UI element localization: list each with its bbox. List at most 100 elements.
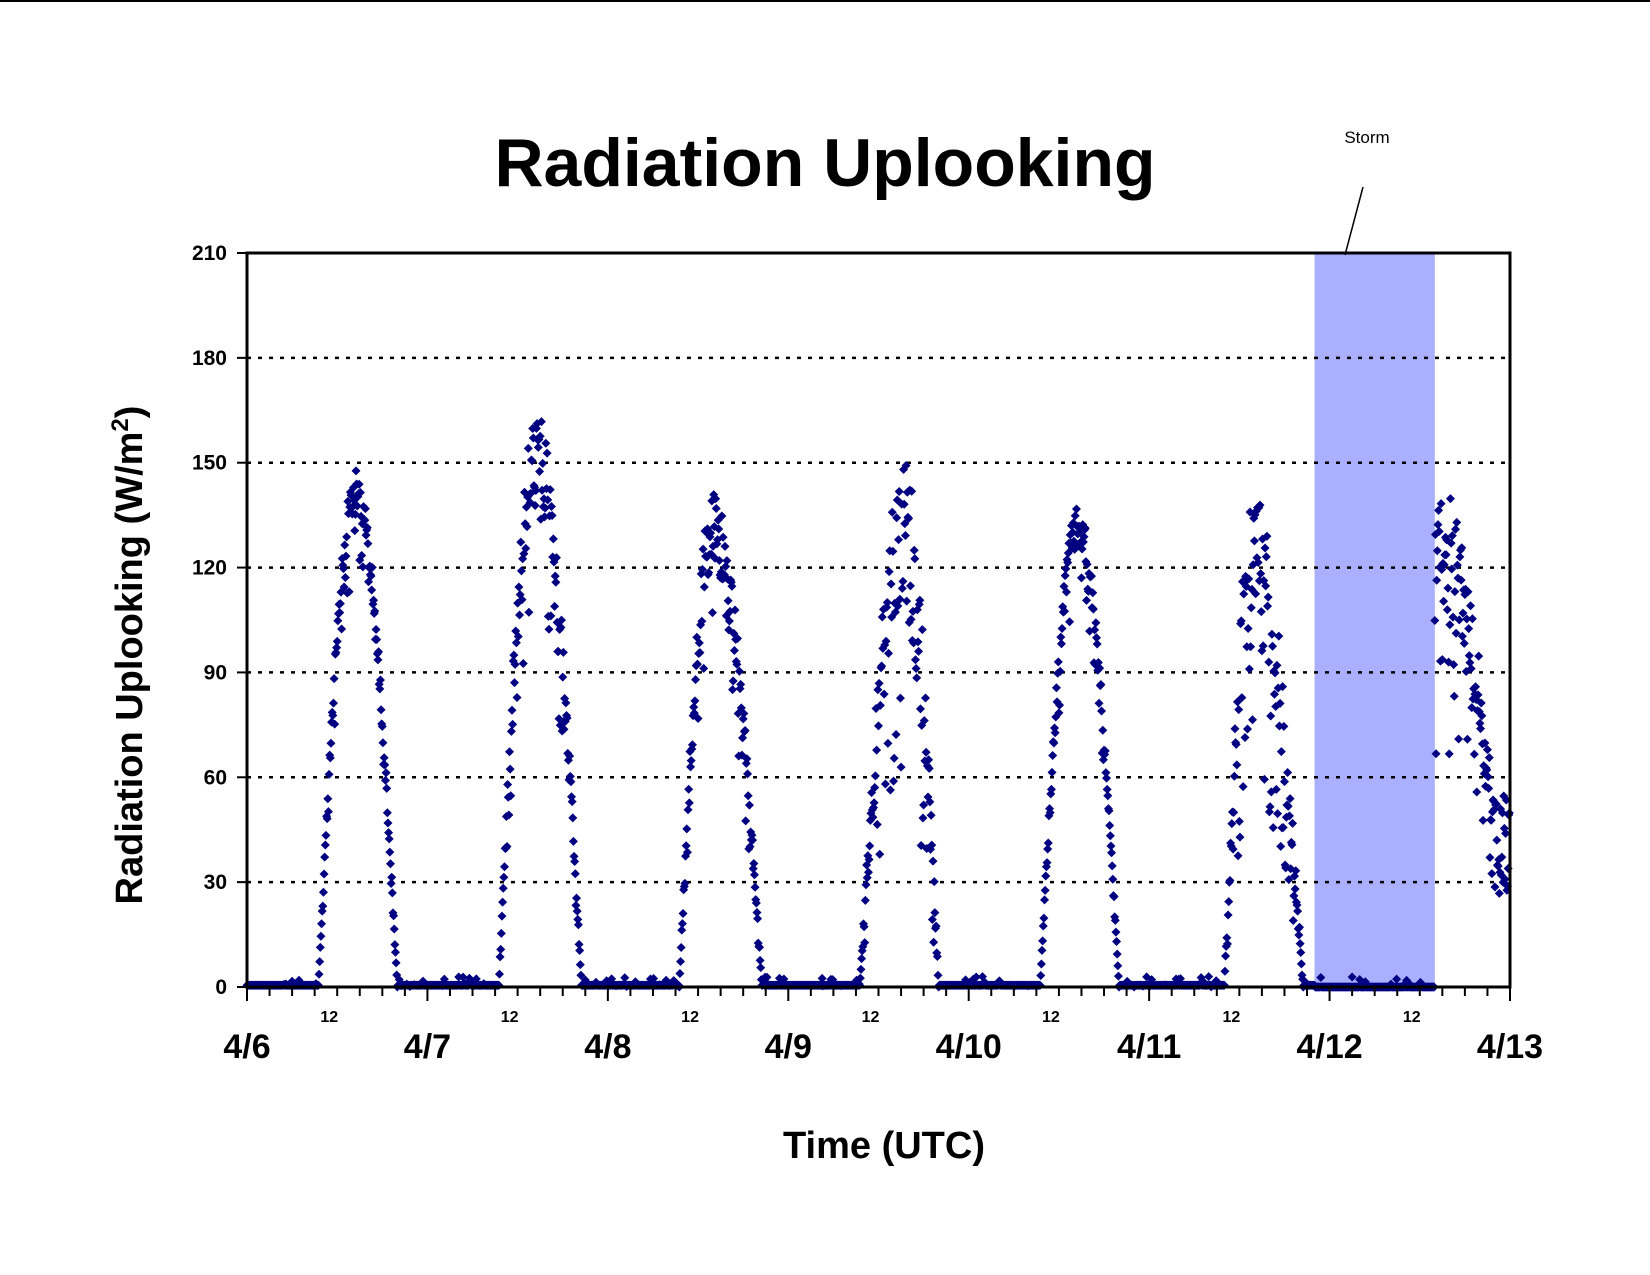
data-point (861, 880, 871, 890)
data-point (1487, 869, 1497, 879)
data-point (1296, 947, 1306, 957)
data-point (377, 721, 387, 731)
data-point (860, 895, 870, 905)
data-point (527, 456, 537, 466)
data-point (338, 564, 348, 574)
data-point (1442, 605, 1452, 615)
data-point (907, 486, 917, 496)
data-point (538, 458, 548, 468)
data-point (874, 721, 883, 731)
data-point (1043, 844, 1053, 854)
data-point (1225, 876, 1235, 886)
data-point (1291, 866, 1301, 876)
data-point (332, 643, 342, 653)
data-point (390, 940, 400, 950)
data-point (504, 747, 514, 757)
data-point (558, 672, 568, 682)
data-point (570, 856, 580, 866)
data-point (736, 679, 746, 689)
data-point (727, 581, 737, 591)
data-point (574, 939, 584, 949)
data-point (1457, 631, 1467, 641)
data-point (389, 911, 399, 921)
data-point (391, 958, 401, 968)
storm-leader-line (1344, 186, 1364, 256)
data-point (1061, 587, 1071, 597)
data-point (328, 710, 338, 720)
data-point (559, 724, 569, 734)
data-point (692, 659, 702, 669)
data-point (676, 957, 686, 967)
data-point (1101, 768, 1111, 778)
data-point (1441, 550, 1451, 560)
data-point (870, 771, 880, 781)
data-point (724, 616, 734, 626)
gridlines (247, 356, 1510, 884)
data-point (1476, 698, 1486, 708)
data-point (1071, 504, 1081, 514)
data-point (694, 638, 704, 648)
data-point (1112, 949, 1122, 959)
data-point (686, 762, 696, 772)
data-point (342, 532, 352, 542)
data-point (1090, 625, 1100, 635)
data-point (928, 856, 938, 866)
data-point (883, 738, 893, 748)
data-point (367, 585, 377, 595)
data-point (750, 882, 760, 892)
data-point (360, 515, 370, 525)
data-point (339, 582, 349, 592)
data-point (386, 878, 396, 888)
data-point (506, 726, 516, 736)
data-point (744, 800, 754, 810)
data-point (357, 551, 367, 561)
data-point (1464, 624, 1474, 634)
data-point (684, 798, 694, 808)
data-point (1237, 693, 1247, 703)
data-point (675, 968, 685, 978)
y-tick-label-150: 150 (192, 452, 227, 475)
data-point (1222, 939, 1232, 949)
data-point (900, 531, 910, 541)
data-point (495, 952, 505, 962)
data-point (905, 581, 915, 591)
x-axis: 4/6 4/7 4/8 4/9 4/10 4/11 4/12 4/13 12 12 12 12 12 12… (223, 987, 1543, 1066)
data-point (1295, 922, 1304, 932)
data-point (1234, 816, 1244, 826)
chart-title: Radiation Uplooking (494, 125, 1155, 201)
data-point (921, 747, 931, 757)
data-point (376, 705, 386, 715)
data-point (1452, 560, 1462, 570)
y-axis-title-superscript: 2 (107, 418, 134, 431)
data-point (1292, 900, 1302, 910)
data-point (914, 646, 924, 656)
data-point (551, 553, 561, 563)
data-point (508, 719, 518, 729)
x-noon-label: 12 (1403, 1009, 1421, 1026)
x-noon-label: 12 (862, 1009, 880, 1026)
data-point (1316, 972, 1326, 982)
data-point (1243, 623, 1253, 633)
data-point (550, 601, 560, 611)
data-point (723, 596, 733, 606)
data-point (1439, 596, 1449, 606)
data-point (322, 814, 332, 824)
data-point (382, 808, 392, 818)
data-point (1253, 558, 1263, 568)
data-point (366, 571, 376, 581)
data-point (920, 693, 930, 703)
data-point (523, 443, 533, 453)
x-major-label-4-11: 4/11 (1117, 1028, 1181, 1066)
data-point (898, 576, 908, 586)
data-point (1043, 838, 1053, 848)
data-point (730, 605, 740, 615)
data-point (743, 769, 753, 779)
y-axis-title-text: Radiation Uplooking (W/m (109, 432, 151, 905)
data-point (337, 624, 347, 634)
data-point (358, 562, 368, 572)
data-point (1256, 569, 1266, 579)
data-point (318, 887, 328, 897)
x-major-label-4-10: 4/10 (936, 1028, 1002, 1066)
data-point (1434, 526, 1444, 536)
x-major-label-4-7: 4/7 (404, 1028, 451, 1066)
